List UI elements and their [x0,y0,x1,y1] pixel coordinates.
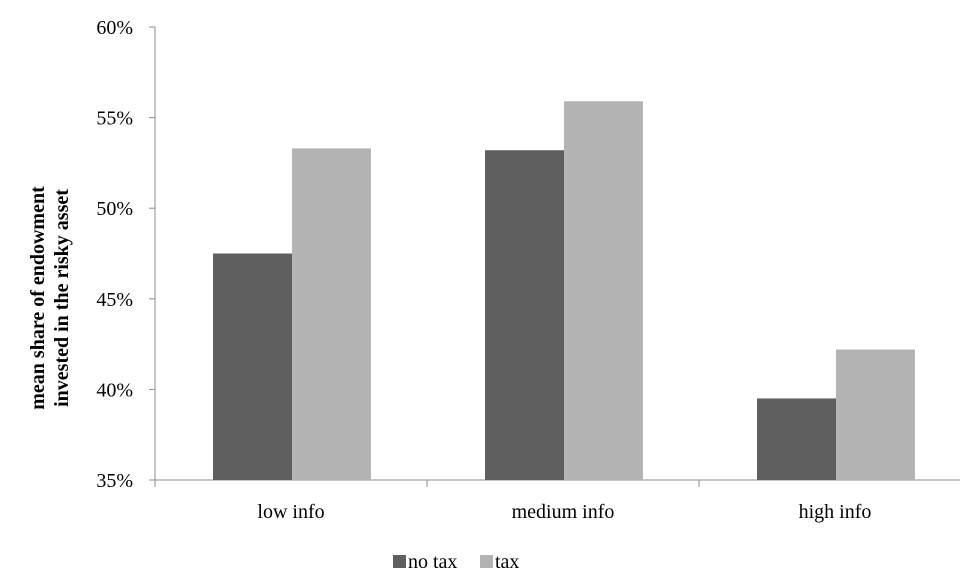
y-axis: 35% 40% 45% 50% 55% 60% [96,17,156,492]
y-tick-label: 45% [96,289,133,311]
bar-no-tax-low-info [213,253,292,480]
bar-tax-high-info [836,349,915,480]
legend-swatch-no-tax [393,555,406,568]
y-tick-label: 50% [96,198,133,220]
x-category-label: medium info [512,501,615,523]
bar-tax-medium-info [564,101,643,481]
y-axis-label-line-1: mean share of endowment [27,186,49,410]
legend-label-no-tax: no tax [408,551,457,573]
bar-no-tax-high-info [757,398,836,480]
y-tick-label: 55% [96,108,133,130]
y-tick-label: 35% [96,470,133,492]
bar-tax-low-info [292,148,371,481]
x-axis: low info medium info high info [154,479,960,523]
y-tick-label: 40% [96,379,133,401]
y-tick-label: 60% [96,17,133,39]
legend-label-tax: tax [495,551,519,573]
y-axis-label-line-2: invested in the risky asset [51,189,73,407]
legend-swatch-tax [480,555,493,568]
bar-no-tax-medium-info [485,150,564,480]
x-category-label: high info [799,501,872,523]
x-category-label: low info [257,501,324,523]
legend: no tax tax [393,551,519,573]
bars [213,101,915,481]
